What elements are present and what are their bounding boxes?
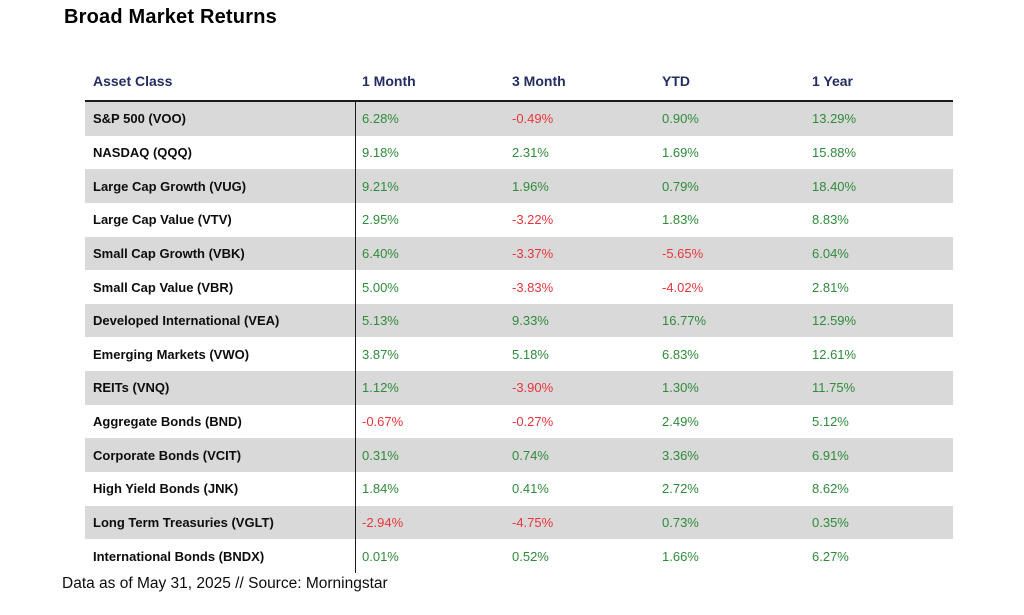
column-header-3-month: 3 Month xyxy=(512,73,566,89)
return-value-cell: 0.31% xyxy=(362,447,399,463)
return-value-cell: 1.83% xyxy=(662,212,699,228)
return-value-cell: 12.59% xyxy=(812,313,857,329)
return-value-cell: 1.69% xyxy=(662,144,699,160)
table-row: International Bonds (BNDX) 0.01% 0.52% 1… xyxy=(85,539,953,573)
table-row: Small Cap Growth (VBK) 6.40% -3.37% -5.6… xyxy=(85,236,953,271)
table-header-row: Asset Class 1 Month 3 Month YTD 1 Year xyxy=(85,62,953,102)
returns-table: Asset Class 1 Month 3 Month YTD 1 Year S… xyxy=(85,62,953,573)
asset-class-cell: High Yield Bonds (JNK) xyxy=(93,481,239,497)
column-header-asset-class: Asset Class xyxy=(93,73,173,89)
return-value-cell: 0.41% xyxy=(512,481,549,497)
asset-class-cell: Large Cap Value (VTV) xyxy=(93,212,232,228)
return-value-cell: 18.40% xyxy=(812,178,857,194)
return-value-cell: -3.90% xyxy=(512,380,554,396)
table-row: NASDAQ (QQQ) 9.18% 2.31% 1.69% 15.88% xyxy=(85,136,953,170)
return-value-cell: 9.18% xyxy=(362,144,399,160)
asset-class-cell: S&P 500 (VOO) xyxy=(93,111,186,127)
asset-class-cell: International Bonds (BNDX) xyxy=(93,548,265,564)
return-value-cell: 6.04% xyxy=(812,245,849,261)
return-value-cell: 0.52% xyxy=(512,548,549,564)
return-value-cell: -0.27% xyxy=(512,414,554,430)
table-row: Developed International (VEA) 5.13% 9.33… xyxy=(85,303,953,338)
return-value-cell: 3.87% xyxy=(362,346,399,362)
return-value-cell: 8.83% xyxy=(812,212,849,228)
return-value-cell: 0.01% xyxy=(362,548,399,564)
return-value-cell: -5.65% xyxy=(662,245,704,261)
return-value-cell: 5.18% xyxy=(512,346,549,362)
return-value-cell: -0.67% xyxy=(362,414,404,430)
return-value-cell: 0.73% xyxy=(662,515,699,530)
return-value-cell: 15.88% xyxy=(812,144,857,160)
asset-class-cell: REITs (VNQ) xyxy=(93,380,170,396)
asset-class-cell: Emerging Markets (VWO) xyxy=(93,346,250,362)
return-value-cell: 6.28% xyxy=(362,111,399,127)
return-value-cell: 11.75% xyxy=(812,380,856,396)
return-value-cell: 8.62% xyxy=(812,481,849,497)
data-source-note: Data as of May 31, 2025 // Source: Morni… xyxy=(62,575,388,592)
return-value-cell: 2.81% xyxy=(812,279,849,295)
table-row: Aggregate Bonds (BND) -0.67% -0.27% 2.49… xyxy=(85,405,953,439)
table-row: Corporate Bonds (VCIT) 0.31% 0.74% 3.36%… xyxy=(85,438,953,473)
asset-class-cell: NASDAQ (QQQ) xyxy=(93,144,192,160)
table-body: S&P 500 (VOO) 6.28% -0.49% 0.90% 13.29% … xyxy=(85,102,953,573)
table-row: Large Cap Value (VTV) 2.95% -3.22% 1.83%… xyxy=(85,203,953,237)
return-value-cell: 0.79% xyxy=(662,178,699,194)
return-value-cell: 13.29% xyxy=(812,111,857,127)
return-value-cell: 1.30% xyxy=(662,380,699,396)
column-header-ytd: YTD xyxy=(662,73,690,89)
asset-class-cell: Corporate Bonds (VCIT) xyxy=(93,447,242,463)
return-value-cell: 1.66% xyxy=(662,548,699,564)
return-value-cell: 0.35% xyxy=(812,515,849,530)
return-value-cell: 6.83% xyxy=(662,346,699,362)
return-value-cell: -0.49% xyxy=(512,111,554,127)
table-row: High Yield Bonds (JNK) 1.84% 0.41% 2.72%… xyxy=(85,472,953,506)
return-value-cell: -4.02% xyxy=(662,279,704,295)
asset-class-cell: Large Cap Growth (VUG) xyxy=(93,178,247,194)
column-header-1-year: 1 Year xyxy=(812,73,854,89)
return-value-cell: 6.27% xyxy=(812,548,849,564)
return-value-cell: 2.95% xyxy=(362,212,399,228)
table-row: Small Cap Value (VBR) 5.00% -3.83% -4.02… xyxy=(85,270,953,304)
return-value-cell: 0.74% xyxy=(512,447,549,463)
asset-class-cell: Long Term Treasuries (VGLT) xyxy=(93,515,274,530)
return-value-cell: 9.21% xyxy=(362,178,399,194)
asset-class-cell: Developed International (VEA) xyxy=(93,313,280,329)
return-value-cell: 2.49% xyxy=(662,414,699,430)
return-value-cell: 5.13% xyxy=(362,313,399,329)
return-value-cell: 5.12% xyxy=(812,414,849,430)
return-value-cell: -3.37% xyxy=(512,245,554,261)
return-value-cell: 2.31% xyxy=(512,144,549,160)
asset-class-cell: Aggregate Bonds (BND) xyxy=(93,414,242,430)
return-value-cell: 1.12% xyxy=(362,380,399,396)
return-value-cell: 5.00% xyxy=(362,279,399,295)
return-value-cell: -3.83% xyxy=(512,279,554,295)
return-value-cell: 3.36% xyxy=(662,447,699,463)
return-value-cell: 16.77% xyxy=(662,313,707,329)
return-value-cell: -3.22% xyxy=(512,212,554,228)
return-value-cell: 6.40% xyxy=(362,245,399,261)
table-row: Large Cap Growth (VUG) 9.21% 1.96% 0.79%… xyxy=(85,169,953,203)
table-row: Emerging Markets (VWO) 3.87% 5.18% 6.83%… xyxy=(85,337,953,371)
return-value-cell: 9.33% xyxy=(512,313,549,329)
table-row: S&P 500 (VOO) 6.28% -0.49% 0.90% 13.29% xyxy=(85,102,953,136)
column-header-1-month: 1 Month xyxy=(362,73,416,89)
return-value-cell: -2.94% xyxy=(362,515,404,530)
return-value-cell: 0.90% xyxy=(662,111,699,127)
page-title: Broad Market Returns xyxy=(64,6,277,28)
return-value-cell: 1.96% xyxy=(512,178,549,194)
table-row: Long Term Treasuries (VGLT) -2.94% -4.75… xyxy=(85,505,953,540)
asset-class-cell: Small Cap Value (VBR) xyxy=(93,279,234,295)
table-row: REITs (VNQ) 1.12% -3.90% 1.30% 11.75% xyxy=(85,371,953,405)
column-divider-line xyxy=(354,102,356,573)
asset-class-cell: Small Cap Growth (VBK) xyxy=(93,245,245,261)
return-value-cell: -4.75% xyxy=(512,515,554,530)
return-value-cell: 1.84% xyxy=(362,481,399,497)
return-value-cell: 6.91% xyxy=(812,447,849,463)
return-value-cell: 12.61% xyxy=(812,346,857,362)
return-value-cell: 2.72% xyxy=(662,481,699,497)
